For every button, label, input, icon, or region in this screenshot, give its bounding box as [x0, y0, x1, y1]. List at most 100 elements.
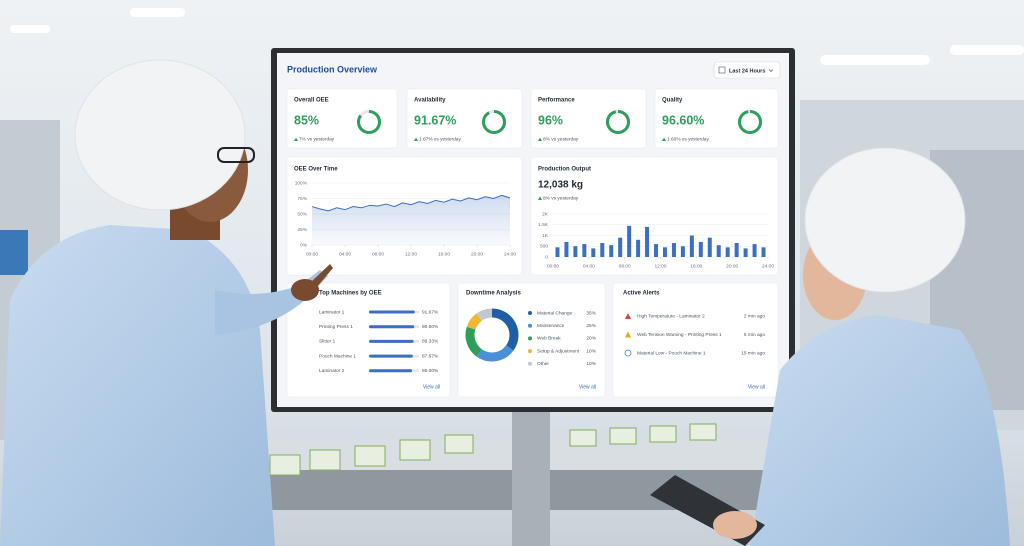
package — [689, 423, 717, 441]
legend-dot — [528, 361, 532, 366]
line-area — [312, 195, 510, 245]
ceiling-light — [950, 45, 1024, 55]
x-tick-label: 00:00 — [306, 251, 318, 257]
kpi-change: 7% vs yesterday — [299, 136, 335, 142]
machine-name: Pouch Machine 1 — [319, 353, 356, 359]
legend-dot — [528, 349, 532, 354]
package — [569, 429, 597, 447]
x-tick-label: 24:00 — [762, 263, 774, 269]
output-total: 12,038 kg — [538, 180, 583, 191]
up-arrow — [294, 137, 298, 141]
bar — [618, 237, 623, 257]
machine-value: 86.00% — [422, 368, 439, 374]
machine-value: 87.67% — [422, 353, 439, 359]
bar — [591, 248, 596, 257]
legend-value: 10% — [586, 361, 596, 367]
y-tick-label: 2K — [542, 211, 549, 217]
bar — [680, 246, 685, 257]
bar — [645, 226, 650, 257]
x-tick-label: 24:00 — [504, 251, 516, 257]
view-all[interactable]: View all — [748, 384, 765, 390]
machine-name: Printing Press 1 — [319, 324, 353, 330]
donut-segment — [466, 313, 482, 330]
machine-bar — [369, 310, 415, 314]
package — [269, 454, 301, 476]
dashboard-title: Production Overview — [287, 64, 378, 74]
bar — [609, 245, 614, 257]
up-arrow — [662, 137, 666, 141]
up-arrow — [414, 137, 418, 141]
up-arrow — [538, 137, 542, 141]
man-glasses — [217, 147, 255, 163]
alert-icon — [624, 349, 632, 357]
legend-dot — [528, 323, 532, 328]
x-tick-label: 12:00 — [405, 251, 417, 257]
man-coat — [0, 225, 275, 546]
bar — [627, 225, 632, 257]
line — [311, 194, 511, 212]
alert-text: Web Tension Warning - Printing Press 1 — [637, 332, 722, 338]
bar — [698, 241, 703, 257]
machine-bar — [369, 339, 414, 343]
packages — [269, 423, 717, 476]
x-tick-label: 20:00 — [471, 251, 483, 257]
y-tick-label: 25% — [297, 227, 307, 233]
card — [612, 282, 779, 398]
bar — [555, 247, 560, 257]
legend-label: Maintenance — [537, 323, 565, 329]
ceiling-light — [130, 8, 185, 17]
x-tick-label: 20:00 — [726, 263, 738, 269]
kpi-ring — [606, 110, 630, 134]
x-tick-label: 08:00 — [619, 263, 631, 269]
package — [609, 427, 637, 445]
y-tick-label: 1.5K — [538, 222, 549, 228]
card-title: OEE Over Time — [294, 167, 338, 173]
alert-icon — [625, 331, 631, 338]
bar — [707, 237, 712, 257]
alert-time: 15 min ago — [741, 350, 765, 356]
card-title: Active Alerts — [623, 291, 660, 297]
bar — [752, 244, 757, 257]
x-tick-label: 16:00 — [690, 263, 702, 269]
package — [444, 434, 474, 454]
kpi-value: 85% — [294, 113, 319, 127]
y-tick-label: 0% — [300, 242, 308, 248]
machine-bar — [369, 325, 415, 329]
kpi-change: 1.67% vs yesterday — [419, 136, 461, 142]
machine-panel — [0, 230, 28, 275]
kpi-change: 8% vs yesterday — [543, 136, 579, 142]
y-tick-label: 0 — [545, 254, 548, 260]
kpi-ring — [357, 110, 381, 134]
legend-value: 35% — [586, 310, 596, 316]
man — [0, 59, 333, 546]
dashboard: Production Overview Last 24 Hours Overal… — [286, 61, 781, 398]
range-label: Last 24 Hours — [729, 68, 765, 74]
package — [309, 449, 341, 471]
bar — [716, 245, 721, 257]
package — [399, 439, 431, 461]
monitor-stand — [512, 410, 550, 546]
donut-segment — [476, 308, 493, 322]
bar — [743, 248, 748, 257]
bar — [582, 244, 587, 257]
x-tick-label: 16:00 — [438, 251, 450, 257]
range-selector[interactable] — [713, 61, 781, 79]
bar — [636, 239, 641, 257]
kpi-value: 96.60% — [662, 113, 704, 127]
machine-name: Slitter 1 — [319, 339, 336, 345]
card — [530, 156, 779, 276]
man-finger — [310, 264, 333, 288]
card-title: Downtime Analysis — [466, 291, 521, 297]
alert-text: High Temperature - Laminator 2 — [637, 313, 705, 319]
alert-icon — [625, 313, 631, 319]
machine-value: 91.67% — [422, 309, 439, 315]
woman-coat — [750, 315, 1010, 546]
bar — [725, 247, 730, 257]
y-tick-label: 1K — [542, 233, 549, 239]
bar — [654, 244, 659, 257]
package — [354, 445, 386, 467]
kpi-change: 1.60% vs yesterday — [667, 136, 709, 142]
view-all[interactable]: View all — [579, 384, 596, 390]
machine-value: 90.50% — [422, 324, 439, 330]
view-all[interactable]: View all — [423, 384, 440, 390]
